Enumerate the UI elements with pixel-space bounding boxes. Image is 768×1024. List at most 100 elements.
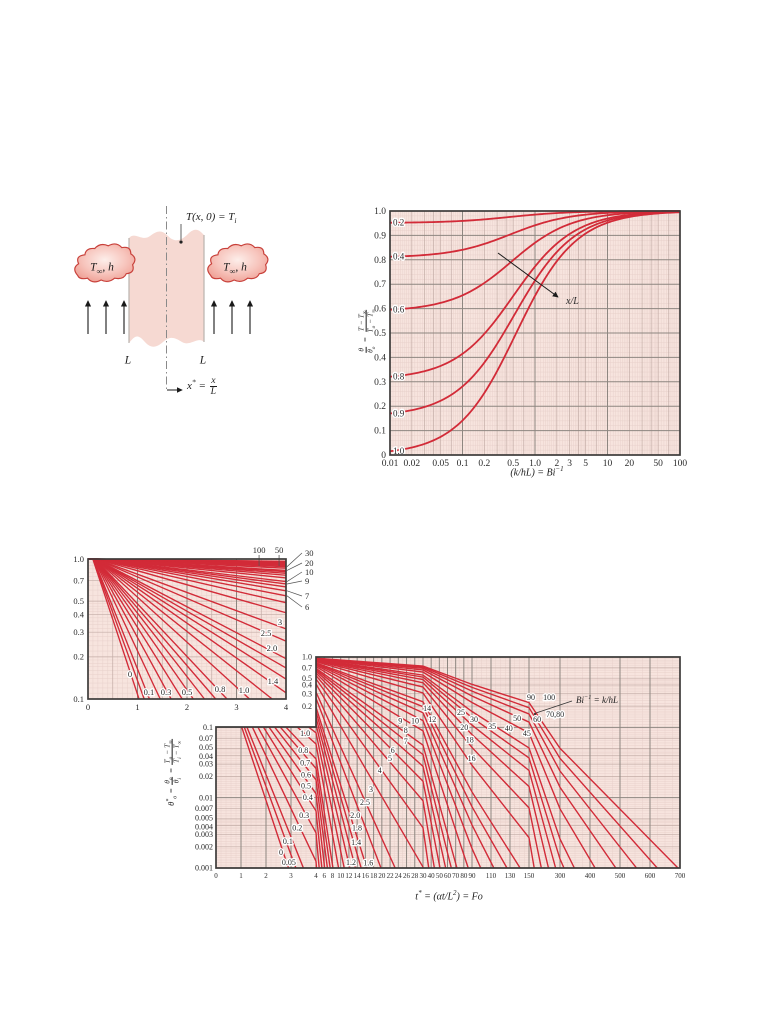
curve-biinv-16 — [216, 657, 495, 868]
curve-biinv-14 — [216, 657, 482, 868]
chart-label: 50 — [436, 872, 444, 880]
chart-label: 10 — [411, 717, 419, 726]
chart-label: 8 — [331, 872, 335, 880]
chart-label: 0.6 — [301, 771, 311, 780]
chart-label: 0 — [86, 702, 90, 712]
chart-label: 20 — [460, 723, 468, 732]
chart-label: 100 — [673, 459, 688, 469]
chart-label: 30 — [420, 872, 428, 880]
chart-label: 10 — [603, 459, 613, 469]
chart-label: 0.8 — [298, 746, 308, 755]
chart-label: 7 — [305, 591, 309, 601]
chart-label: 0.3 — [374, 378, 386, 388]
chart-label: 14 — [354, 872, 362, 880]
chart-label: 0.01 — [382, 459, 399, 469]
chart-label: 0.8 — [374, 256, 386, 266]
chart-label: 0.3 — [299, 811, 309, 820]
chart-label: 25 — [457, 708, 465, 717]
chart-label: 0.9 — [374, 231, 386, 241]
position-correction-chart: 0.20.40.60.80.91.0x/L0.01 0.02 0.05 0.1 0.2 0… — [374, 207, 687, 469]
chart-label: 300 — [555, 872, 566, 880]
chart-label: 6 — [322, 872, 326, 880]
chart-label: 150 — [524, 872, 535, 880]
curve-biinv-0.3 — [216, 657, 320, 868]
chart-label: 2.0 — [350, 811, 360, 820]
chart-label: 600 — [645, 872, 656, 880]
chart-label: x/L — [565, 296, 579, 307]
chart-label: 0.6 — [393, 305, 405, 315]
chart-label: 16 — [362, 872, 370, 880]
chart-label: 22 — [387, 872, 395, 880]
chart-label: 0.7 — [73, 575, 84, 585]
chart-label: 0.3 — [161, 687, 172, 697]
chart-label: 2 — [185, 702, 189, 712]
chart-label: 110 — [486, 872, 497, 880]
curve-xL-0.4 — [389, 210, 681, 258]
curve-biinv-35 — [216, 657, 550, 868]
chart-label: 1.0 — [239, 685, 250, 695]
chart-label: 9 — [305, 576, 309, 586]
chart-label: 0.03 — [199, 760, 213, 769]
chart-label: 0.5 — [302, 674, 312, 683]
tick-labels: 0 1 2 3 4 1.0 0.7 0.5 0.4 0.3 0.2 0.1 — [73, 554, 289, 712]
chart-label: 80 — [460, 872, 468, 880]
chart-label: 0 — [279, 848, 283, 857]
curve-biinv-20 — [216, 657, 521, 868]
chart-label: 0.01 — [199, 793, 213, 802]
curve-biinv-40 — [216, 657, 557, 868]
chart-label: 20 — [625, 459, 635, 469]
chart-label: 0.8 — [215, 684, 226, 694]
chart-label: 0.3 — [302, 689, 312, 698]
chart-label: 0.3 — [73, 627, 84, 637]
xl-annotation: x/L — [497, 252, 579, 307]
chart-label: 28 — [411, 872, 419, 880]
chart-label: 0.2 — [374, 402, 386, 412]
curve-xL-1.0 — [389, 211, 681, 453]
curve-labels: 0.20.40.60.80.91.0 — [392, 216, 407, 457]
chart-label: 0.4 — [303, 793, 313, 802]
chart-label: 1.8 — [352, 824, 362, 833]
chart-label: 130 — [505, 872, 516, 880]
tick-labels: 0 1 2 3 4 6 8 10 12 14 16 18 20 22 24 26 28 30 40 50 60 70 80 9… — [195, 653, 686, 880]
chart-label: 1.4 — [268, 676, 279, 686]
chart-label: 1 — [239, 872, 243, 880]
chart-label: 0.5 — [73, 596, 84, 606]
curve-biinv-25 — [216, 657, 535, 868]
chart-label: 60 — [533, 715, 541, 724]
chart-label: 5 — [388, 754, 392, 763]
chart-label: 2.0 — [267, 643, 278, 653]
chart-label: 100 — [543, 693, 555, 702]
chart-label: 0.04 — [199, 752, 213, 761]
chart-label: 16 — [468, 754, 476, 763]
chart-label: 0.05 — [199, 743, 213, 752]
curve-biinv-0.4 — [216, 657, 323, 868]
fluid-cloud-left — [74, 243, 136, 283]
chart-label: 3 — [234, 702, 238, 712]
chart-label: 0.1 — [144, 687, 155, 697]
chart-label: 26 — [403, 872, 411, 880]
chart-label: 0.1 — [283, 837, 293, 846]
chart-label: 12 — [428, 715, 436, 724]
chart-label: 0.5 — [374, 329, 386, 339]
chart-label: 12 — [345, 872, 353, 880]
chart-label: 0.001 — [195, 864, 213, 873]
chart-label: 20 — [305, 558, 314, 568]
chart-label: 18 — [370, 872, 378, 880]
chart-label: 500 — [615, 872, 626, 880]
chart-label: 70 — [452, 872, 460, 880]
chart-label: 6 — [391, 746, 395, 755]
chart-label: 0 — [128, 669, 132, 679]
curve-biinv-0.2 — [216, 657, 318, 868]
chart-label: 3 — [369, 785, 373, 794]
midplane-chart: 00.050.10.20.30.40.50.60.70.81.01.21.41.… — [195, 653, 686, 880]
chart-label: 1.0 — [302, 653, 312, 662]
chart-label: 0.7 — [302, 663, 312, 672]
curve-xL-0.8 — [389, 210, 681, 378]
chart-label: 70,80 — [546, 710, 564, 719]
chart-label: 0.2 — [73, 652, 84, 662]
chart-label: 0.6 — [374, 305, 386, 315]
chart-label: 4 — [378, 766, 382, 775]
chart-label: 0.4 — [302, 681, 312, 690]
